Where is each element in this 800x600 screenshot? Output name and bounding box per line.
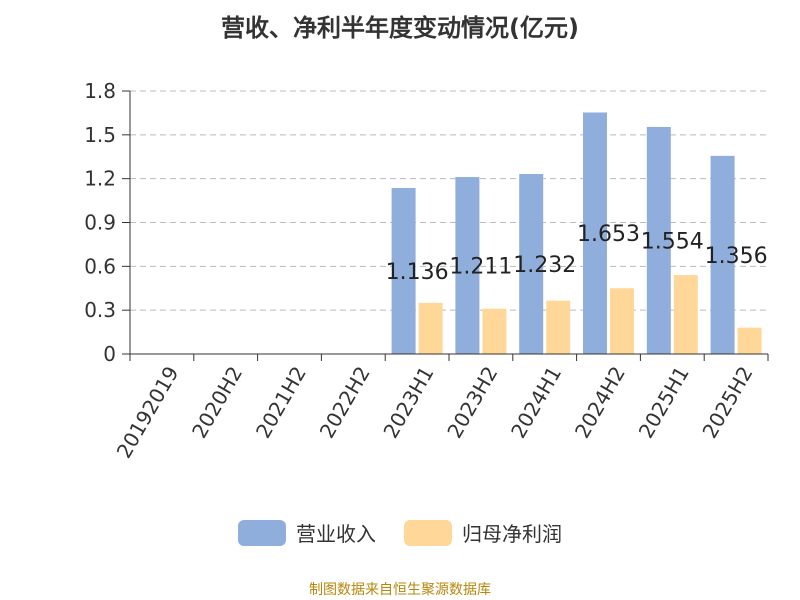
x-axis-ticks: 20192019 2020H2 2021H2 2022H2 2023H1 2023H2 20… — [112, 354, 769, 462]
y-tick-label: 1.2 — [84, 167, 116, 191]
source-note: 制图数据来自恒生聚源数据库 — [309, 582, 491, 598]
bar-revenue — [519, 173, 544, 354]
bar-net-profit — [737, 327, 762, 354]
legend-label-revenue: 营业收入 — [296, 522, 376, 546]
y-tick-label: 0.6 — [84, 254, 116, 278]
x-tick-label: 2024H1 — [506, 362, 566, 442]
x-tick-label: 2023H2 — [442, 362, 502, 442]
bar-revenue — [710, 155, 735, 354]
legend-item-revenue[interactable]: 营业收入 — [238, 518, 376, 547]
x-tick-label: 2023H1 — [378, 362, 438, 442]
data-label: 1.136 — [386, 260, 449, 285]
legend-swatch-net-profit — [404, 519, 452, 546]
data-label: 1.211 — [449, 255, 512, 280]
x-tick-label: 2024H2 — [570, 362, 630, 442]
y-tick-label: 1.5 — [84, 123, 116, 147]
bar-net-profit — [610, 288, 634, 354]
bar-revenue — [646, 126, 671, 355]
data-label: 1.356 — [705, 244, 768, 269]
y-tick-label: 0.3 — [84, 298, 116, 322]
bar-net-profit — [546, 300, 571, 354]
bar-revenue — [455, 177, 480, 354]
x-tick-label: 2020H2 — [187, 362, 247, 442]
bars — [391, 112, 762, 355]
x-tick-label: 2022H2 — [315, 362, 375, 442]
y-tick-label: 1.8 — [84, 79, 116, 103]
data-label: 1.653 — [577, 222, 640, 247]
y-tick-label: 0 — [103, 342, 116, 366]
bar-net-profit — [673, 275, 698, 354]
legend-item-net-profit[interactable]: 归母净利润 — [404, 518, 562, 547]
chart-title: 营收、净利半年度变动情况(亿元) — [221, 14, 579, 42]
y-tick-label: 0.9 — [84, 211, 116, 235]
bar-net-profit — [418, 302, 443, 354]
x-tick-label: 2025H1 — [634, 362, 694, 442]
legend-label-net-profit: 归母净利润 — [462, 522, 562, 546]
y-axis-ticks: 0 0.3 0.6 0.9 1.2 1.5 1.8 — [84, 79, 130, 366]
x-tick-label: 20192019 — [112, 362, 184, 462]
legend: 营业收入 归母净利润 — [0, 518, 800, 547]
x-tick-label: 2021H2 — [251, 362, 311, 442]
bar-revenue — [391, 188, 416, 354]
bar-net-profit — [482, 308, 507, 354]
legend-swatch-revenue — [238, 519, 286, 546]
bar-revenue — [583, 112, 607, 354]
data-label: 1.232 — [513, 253, 576, 278]
data-label: 1.554 — [641, 229, 704, 254]
x-tick-label: 2025H2 — [697, 362, 757, 442]
